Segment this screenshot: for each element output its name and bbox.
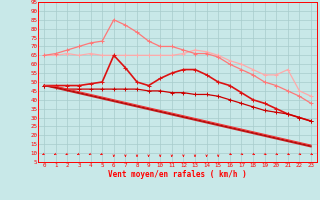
X-axis label: Vent moyen/en rafales ( km/h ): Vent moyen/en rafales ( km/h ) — [108, 170, 247, 179]
